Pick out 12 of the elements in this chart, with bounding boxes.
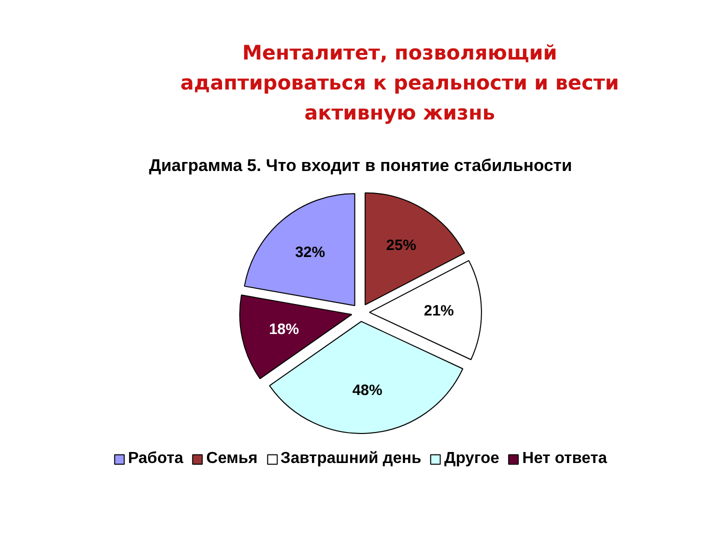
legend-label: Нет ответа [522,450,608,468]
data-label: 25% [386,236,416,254]
legend-label: Другое [444,450,500,468]
chart-subtitle: Диаграмма 5. Что входит в понятие стабильности [148,156,572,175]
data-label: 18% [268,320,299,338]
data-label: 21% [424,302,454,320]
legend-label: Завтрашний день [280,450,422,468]
legend-label: Работа [128,450,184,468]
chart-title: Менталитет, позволяющий адаптироваться к реальности и вести активную жизнь [180,40,619,124]
data-label: 32% [295,244,326,261]
legend-label: Семья [206,450,258,468]
data-label: 48% [352,382,382,400]
